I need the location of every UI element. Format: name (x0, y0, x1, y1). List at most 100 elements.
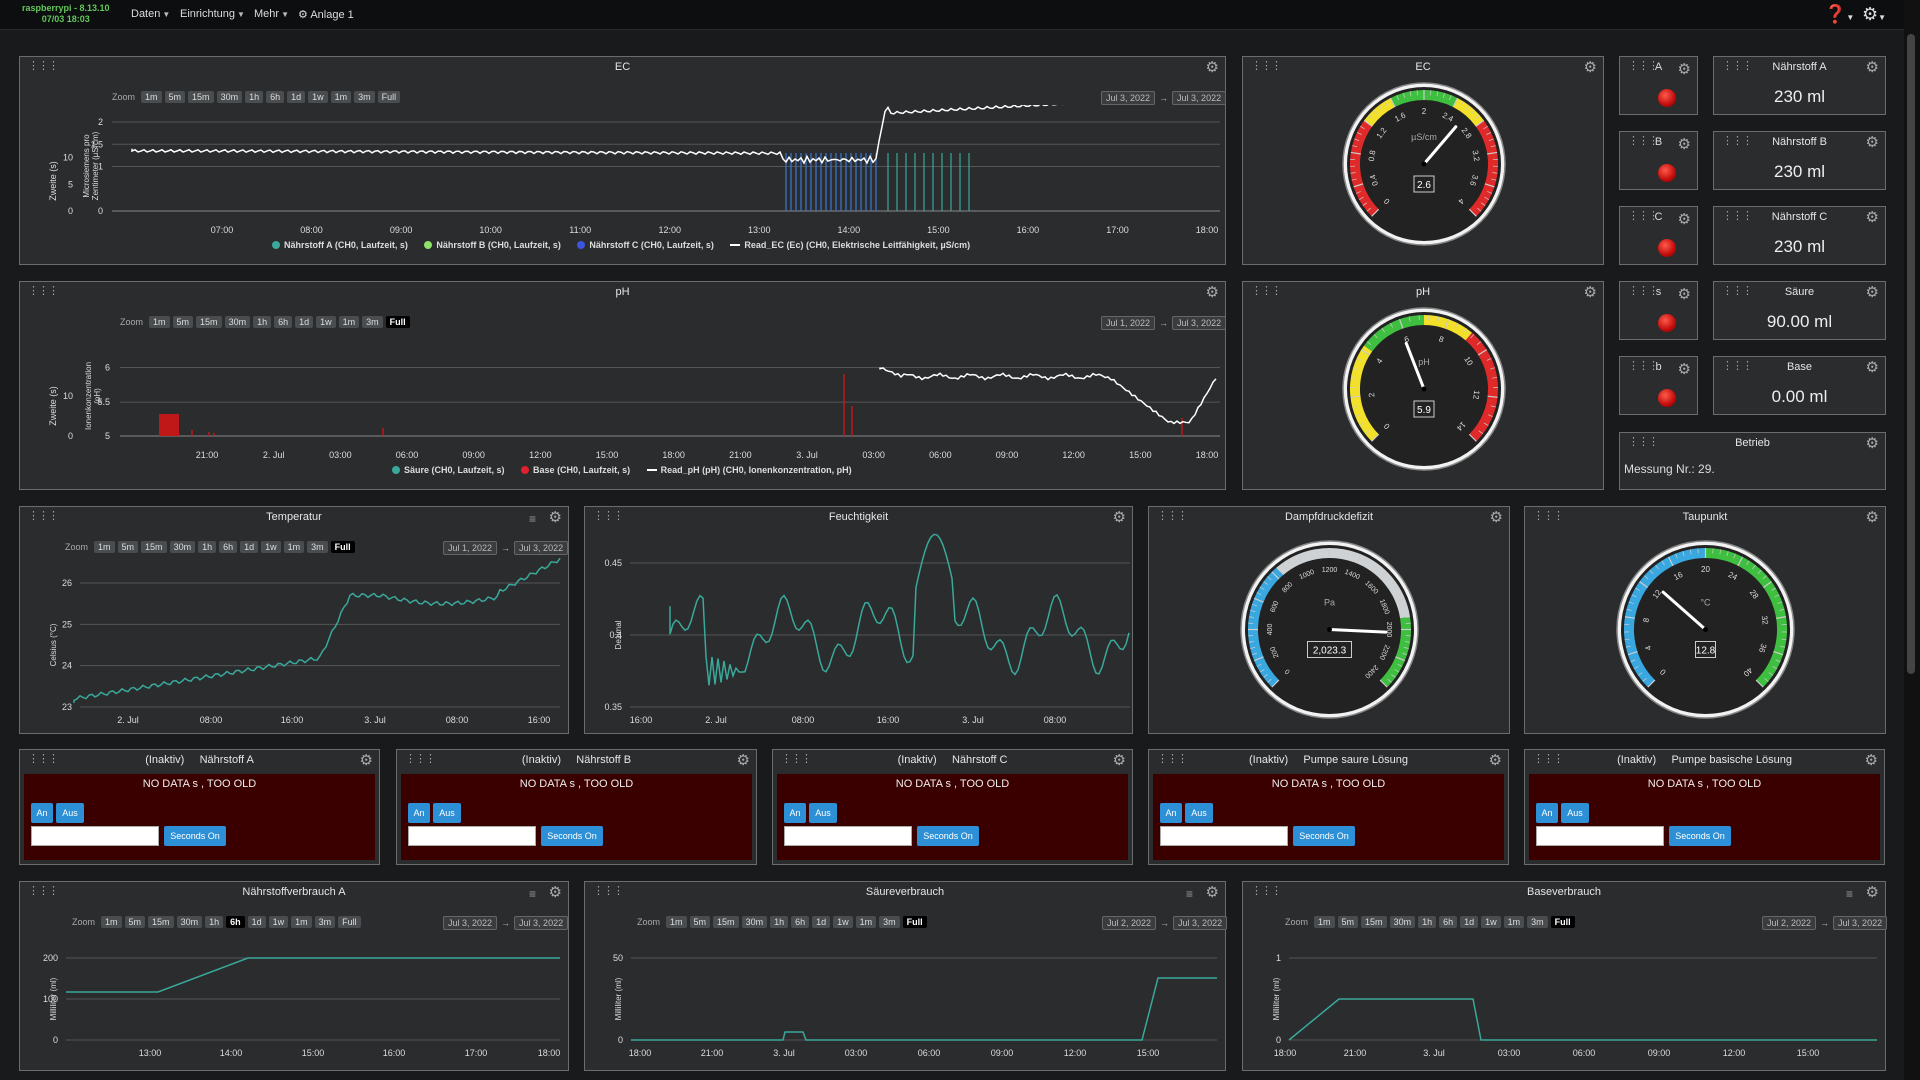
drag-handle-icon[interactable]: ⋮⋮⋮ (1722, 360, 1753, 372)
zoom-button[interactable]: 1m (149, 316, 170, 328)
zoom-button[interactable]: 1d (812, 916, 831, 928)
seconds-on-button[interactable]: Seconds On (1669, 826, 1731, 846)
zoom-button[interactable]: 30m (216, 91, 243, 103)
zoom-button[interactable]: 1m (338, 316, 360, 328)
seconds-input[interactable] (1160, 826, 1288, 846)
drag-handle-icon[interactable]: ⋮⋮⋮ (1722, 210, 1753, 222)
zoom-button[interactable]: 5m (117, 541, 139, 553)
zoom-button[interactable]: 6h (791, 916, 810, 928)
zoom-button[interactable]: 3m (354, 91, 375, 103)
zoom-button[interactable]: 3m (307, 541, 328, 553)
zoom-button[interactable]: 30m (741, 916, 768, 928)
zoom-button[interactable]: Full (385, 316, 410, 328)
zoom-button[interactable]: 15m (713, 916, 739, 928)
zoom-button[interactable]: 1w (308, 91, 328, 103)
drag-handle-icon[interactable]: ⋮⋮⋮ (1533, 510, 1564, 522)
zoom-button[interactable]: 1h (198, 541, 217, 553)
zoom-button[interactable]: 1m (141, 91, 162, 103)
zoom-button[interactable]: 1d (295, 316, 314, 328)
drag-handle-icon[interactable]: ⋮⋮⋮ (1157, 753, 1188, 765)
zoom-button[interactable]: 5m (689, 916, 711, 928)
zoom-button[interactable]: 6h (219, 541, 238, 553)
zoom-button[interactable]: 1h (1418, 916, 1437, 928)
drag-handle-icon[interactable]: ⋮⋮⋮ (28, 285, 59, 297)
drag-handle-icon[interactable]: ⋮⋮⋮ (593, 885, 624, 897)
gear-icon[interactable]: ⚙ (1489, 509, 1503, 526)
zoom-button[interactable]: 3m (879, 916, 900, 928)
zoom-button[interactable]: 1h (770, 916, 789, 928)
menu-icon[interactable]: ≡ (528, 512, 536, 526)
gear-icon[interactable]: ⚙ (359, 752, 373, 769)
drag-handle-icon[interactable]: ⋮⋮⋮ (28, 510, 59, 522)
gear-icon[interactable]: ⚙ (1677, 286, 1691, 303)
gear-icon[interactable]: ⚙ (1865, 509, 1879, 526)
seconds-input[interactable] (408, 826, 536, 846)
zoom-button[interactable]: 1m (1503, 916, 1525, 928)
gear-icon[interactable]: ⚙ (1677, 361, 1691, 378)
seconds-on-button[interactable]: Seconds On (1293, 826, 1355, 846)
drag-handle-icon[interactable]: ⋮⋮⋮ (1533, 753, 1564, 765)
gear-icon[interactable]: ⚙ (1865, 134, 1879, 151)
zoom-button[interactable]: 1w (1481, 916, 1501, 928)
zoom-button[interactable]: 6h (1439, 916, 1458, 928)
gear-icon[interactable]: ⚙ (548, 509, 562, 526)
zoom-button[interactable]: 6h (274, 316, 293, 328)
menu-einrichtung[interactable]: Einrichtung ▼ (180, 8, 245, 20)
zoom-button[interactable]: 1m (855, 916, 877, 928)
zoom-button[interactable]: 5m (1337, 916, 1359, 928)
zoom-button[interactable]: 3m (362, 316, 383, 328)
menu-daten[interactable]: Daten ▼ (131, 8, 171, 20)
gear-icon[interactable]: ⚙ (548, 884, 562, 901)
drag-handle-icon[interactable]: ⋮⋮⋮ (1628, 60, 1659, 72)
on-button[interactable]: An (1536, 803, 1558, 823)
zoom-button[interactable]: 1m (330, 91, 352, 103)
help-icon[interactable]: ❓▼ (1824, 4, 1855, 24)
zoom-button[interactable]: 1w (261, 541, 281, 553)
drag-handle-icon[interactable]: ⋮⋮⋮ (1722, 285, 1753, 297)
zoom-button[interactable]: 1h (253, 316, 272, 328)
drag-handle-icon[interactable]: ⋮⋮⋮ (28, 60, 59, 72)
gear-icon[interactable]: ⚙ (1112, 509, 1126, 526)
zoom-button[interactable]: 15m (196, 316, 222, 328)
drag-handle-icon[interactable]: ⋮⋮⋮ (1251, 285, 1282, 297)
zoom-button[interactable]: 1m (666, 916, 687, 928)
zoom-button[interactable]: 1d (287, 91, 306, 103)
on-button[interactable]: An (1160, 803, 1182, 823)
drag-handle-icon[interactable]: ⋮⋮⋮ (1722, 135, 1753, 147)
off-button[interactable]: Aus (1561, 803, 1589, 823)
gear-icon[interactable]: ⚙ (1865, 59, 1879, 76)
menu-icon[interactable]: ≡ (1185, 887, 1193, 901)
zoom-button[interactable]: 1h (205, 916, 224, 928)
zoom-button[interactable]: 6h (226, 916, 245, 928)
gear-icon[interactable]: ⚙ (1677, 61, 1691, 78)
menu-mehr[interactable]: Mehr ▼ (254, 8, 289, 20)
off-button[interactable]: Aus (433, 803, 461, 823)
gear-icon[interactable]: ⚙ (1865, 209, 1879, 226)
zoom-button[interactable]: 1w (268, 916, 289, 928)
drag-handle-icon[interactable]: ⋮⋮⋮ (781, 753, 812, 765)
zoom-button[interactable]: 30m (169, 541, 196, 553)
zoom-button[interactable]: 3m (314, 916, 336, 928)
drag-handle-icon[interactable]: ⋮⋮⋮ (1251, 885, 1282, 897)
zoom-button[interactable]: 15m (148, 916, 174, 928)
menu-icon[interactable]: ≡ (528, 887, 536, 901)
gear-icon[interactable]: ⚙ (1205, 884, 1219, 901)
drag-handle-icon[interactable]: ⋮⋮⋮ (1157, 510, 1188, 522)
seconds-input[interactable] (1536, 826, 1664, 846)
on-button[interactable]: An (784, 803, 806, 823)
settings-gear-icon[interactable]: ⚙▼ (1862, 4, 1887, 24)
zoom-button[interactable]: 15m (188, 91, 214, 103)
zoom-button[interactable]: 1m (291, 916, 312, 928)
zoom-button[interactable]: 1h (245, 91, 264, 103)
drag-handle-icon[interactable]: ⋮⋮⋮ (28, 885, 59, 897)
zoom-button[interactable]: Full (902, 916, 927, 928)
zoom-button[interactable]: Full (330, 541, 355, 553)
gear-icon[interactable]: ⚙ (1112, 752, 1126, 769)
drag-handle-icon[interactable]: ⋮⋮⋮ (1628, 436, 1659, 448)
menu-icon[interactable]: ≡ (1845, 887, 1853, 901)
drag-handle-icon[interactable]: ⋮⋮⋮ (28, 753, 59, 765)
off-button[interactable]: Aus (809, 803, 837, 823)
menu-anlage[interactable]: ⚙ Anlage 1 (298, 9, 354, 21)
gear-icon[interactable]: ⚙ (1677, 136, 1691, 153)
off-button[interactable]: Aus (56, 803, 84, 823)
